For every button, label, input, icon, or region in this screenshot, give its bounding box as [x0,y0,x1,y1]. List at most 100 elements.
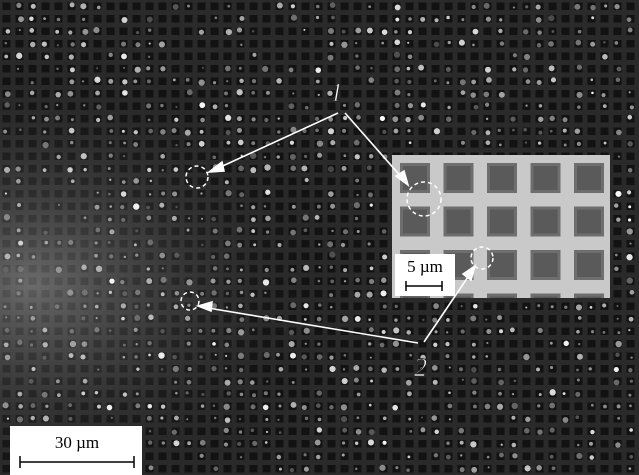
spot [290,302,297,309]
spot [122,90,128,96]
spot [146,215,152,221]
spot [276,352,280,357]
spot [236,127,242,133]
spot [199,439,206,446]
spot [81,42,87,48]
spot [239,392,244,397]
spot [549,115,555,122]
spot [148,193,152,196]
spot [355,178,360,183]
spot [225,354,228,357]
spot [290,165,297,172]
spot [200,192,203,195]
spot [17,67,20,70]
spot [45,404,49,408]
spot [108,141,112,145]
spot [329,365,336,373]
spot [68,353,74,358]
spot [83,304,87,308]
spot [109,178,112,181]
spot [432,379,438,385]
spot [94,253,98,258]
spot [56,17,61,22]
spot [237,139,244,146]
spot [55,29,60,34]
spot [81,80,85,83]
scale-box [10,426,142,475]
inset-scale-bar [405,281,443,291]
spot [55,266,62,273]
spot [355,429,362,435]
spot [237,329,245,336]
spot [277,243,282,248]
spot [278,367,284,372]
spot [510,116,516,122]
arrow-head [461,264,477,282]
spot [212,342,216,346]
spot [446,441,450,445]
spot [265,430,269,433]
spot [289,467,295,473]
spot [171,215,177,221]
spot [29,305,33,309]
spot [603,404,607,409]
spot [148,440,153,445]
spot [67,289,74,296]
spot [485,130,491,136]
spot [627,141,633,147]
spot [148,353,151,357]
spot [225,129,231,136]
spot [158,352,165,359]
spot [146,267,150,271]
spot [109,205,112,208]
spot [239,455,243,459]
spot [239,268,243,272]
spot [548,41,554,47]
spot [55,91,61,98]
spot [160,103,164,108]
spot [317,342,321,346]
spot [95,265,103,273]
spot [498,91,505,98]
spot [291,277,297,283]
spot [535,17,542,23]
spot [483,2,490,9]
spot [17,391,23,397]
spot [499,452,504,458]
spot [94,304,99,309]
spot [331,15,335,20]
spot [236,226,243,233]
spot [304,177,309,183]
spot [277,130,281,134]
spot [30,403,36,409]
spot [343,354,347,357]
spot [160,154,166,159]
spot [368,342,372,346]
spot [57,393,61,397]
spot [135,31,140,35]
spot [251,217,256,223]
spot [122,392,128,397]
spot [68,239,74,245]
spot [549,389,556,396]
spot [433,128,441,135]
spot [122,355,126,359]
spot [564,305,568,309]
spot [355,54,359,58]
spot [160,368,164,371]
spot [536,465,542,471]
spot [370,67,373,70]
spot [342,128,347,133]
spot [382,416,387,421]
spot [121,41,127,47]
spot [148,128,154,134]
spot [445,341,450,347]
spot [368,278,375,285]
spot [616,217,621,222]
spot [575,39,582,46]
spot [525,5,529,9]
spot [433,41,440,48]
spot [472,28,479,35]
spot [30,81,34,85]
spot [446,331,449,334]
